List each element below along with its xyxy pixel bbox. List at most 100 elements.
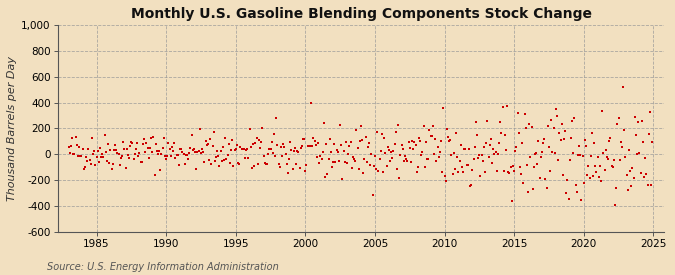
- Point: [443, 138, 454, 143]
- Point: [287, 167, 298, 171]
- Point: [155, 167, 166, 172]
- Point: [348, 155, 358, 160]
- Point: [419, 165, 430, 169]
- Point: [516, 172, 526, 176]
- Point: [194, 127, 205, 131]
- Point: [248, 142, 259, 147]
- Point: [580, 144, 591, 148]
- Point: [119, 146, 130, 151]
- Point: [374, 156, 385, 161]
- Point: [548, 126, 559, 131]
- Point: [133, 154, 144, 158]
- Point: [584, 175, 595, 180]
- Point: [120, 166, 131, 170]
- Point: [83, 147, 94, 151]
- Point: [614, 158, 625, 162]
- Point: [606, 164, 617, 168]
- Point: [588, 174, 599, 178]
- Point: [642, 182, 653, 187]
- Point: [365, 163, 376, 167]
- Point: [250, 141, 261, 145]
- Point: [547, 150, 558, 154]
- Point: [608, 158, 619, 163]
- Point: [504, 170, 515, 175]
- Point: [396, 143, 407, 148]
- Point: [240, 156, 250, 160]
- Point: [366, 152, 377, 156]
- Point: [130, 147, 141, 151]
- Point: [199, 160, 210, 164]
- Point: [93, 160, 104, 164]
- Point: [372, 130, 383, 134]
- Point: [230, 147, 241, 152]
- Point: [159, 136, 169, 141]
- Point: [188, 148, 198, 152]
- Point: [401, 157, 412, 161]
- Point: [470, 120, 481, 124]
- Point: [392, 167, 402, 171]
- Point: [373, 169, 384, 174]
- Point: [429, 152, 439, 156]
- Point: [512, 111, 523, 115]
- Point: [135, 160, 146, 164]
- Point: [501, 148, 512, 152]
- Point: [269, 132, 279, 136]
- Point: [122, 153, 133, 157]
- Point: [159, 154, 170, 159]
- Point: [99, 133, 110, 137]
- Point: [84, 158, 95, 162]
- Point: [603, 157, 614, 161]
- Point: [171, 152, 182, 157]
- Point: [514, 131, 524, 136]
- Point: [589, 141, 599, 145]
- Point: [356, 123, 367, 128]
- Point: [435, 150, 446, 154]
- Point: [450, 167, 460, 171]
- Point: [385, 158, 396, 163]
- Point: [446, 152, 457, 157]
- Point: [180, 162, 190, 167]
- Point: [443, 135, 454, 139]
- Point: [551, 107, 562, 111]
- Point: [96, 155, 107, 159]
- Point: [246, 166, 257, 170]
- Point: [201, 143, 212, 147]
- Point: [64, 151, 75, 155]
- Point: [167, 148, 178, 153]
- Point: [464, 184, 475, 188]
- Point: [398, 147, 408, 152]
- Point: [466, 183, 477, 187]
- Point: [278, 142, 289, 146]
- Point: [362, 145, 373, 149]
- Point: [283, 170, 294, 175]
- Point: [647, 140, 657, 144]
- Point: [612, 122, 623, 127]
- Point: [502, 104, 512, 108]
- Point: [236, 147, 247, 151]
- Point: [196, 147, 207, 151]
- Point: [306, 101, 317, 105]
- Point: [172, 153, 183, 157]
- Point: [414, 139, 425, 143]
- Point: [267, 151, 278, 155]
- Point: [148, 135, 159, 140]
- Point: [643, 132, 654, 136]
- Point: [82, 159, 92, 163]
- Point: [190, 150, 200, 155]
- Point: [220, 135, 231, 140]
- Point: [622, 187, 633, 192]
- Point: [503, 170, 514, 174]
- Point: [337, 177, 348, 181]
- Point: [243, 156, 254, 160]
- Point: [600, 147, 611, 152]
- Point: [73, 154, 84, 158]
- Point: [388, 149, 399, 154]
- Point: [539, 136, 549, 141]
- Point: [393, 123, 404, 128]
- Point: [204, 158, 215, 162]
- Point: [154, 148, 165, 153]
- Point: [151, 149, 162, 153]
- Point: [411, 170, 422, 175]
- Point: [616, 139, 626, 144]
- Point: [445, 138, 456, 143]
